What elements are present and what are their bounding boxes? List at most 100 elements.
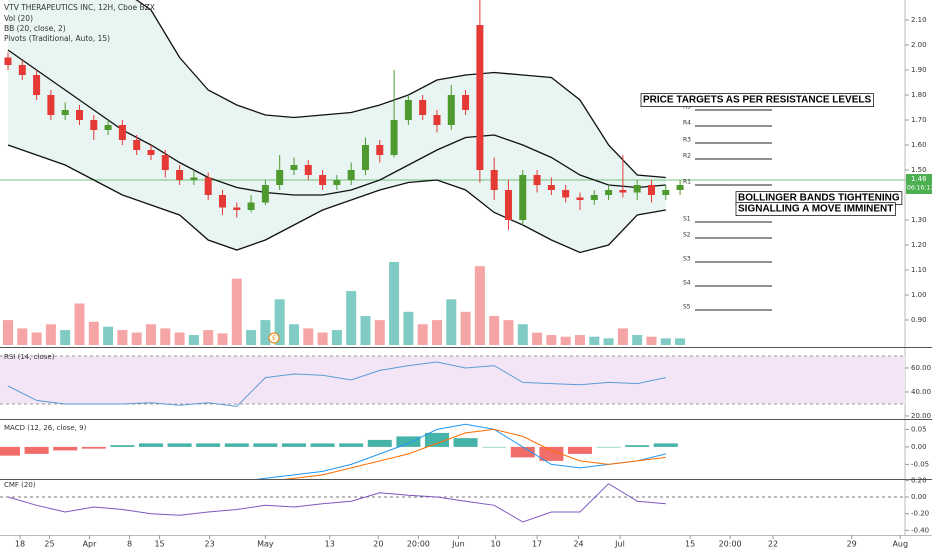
indicator-legend: Vol (20) bbox=[4, 14, 33, 23]
macd-histogram bbox=[339, 443, 364, 447]
x-tick-label: 20:00 bbox=[407, 540, 430, 549]
candle-body bbox=[133, 140, 141, 150]
macd-line bbox=[284, 428, 666, 479]
volume-bar bbox=[103, 326, 114, 345]
y-tick-label: 0.20 bbox=[911, 476, 927, 484]
y-tick-label: 0.90 bbox=[911, 316, 927, 324]
macd-histogram bbox=[110, 445, 135, 447]
volume-bar bbox=[131, 332, 142, 345]
earnings-marker bbox=[268, 332, 280, 344]
x-tick-label: May bbox=[257, 540, 274, 549]
y-tick-label: 1.00 bbox=[911, 291, 927, 299]
y-tick-label: -0.05 bbox=[911, 460, 929, 468]
macd-histogram bbox=[224, 443, 249, 447]
volume-bar bbox=[246, 330, 257, 345]
volume-bar bbox=[303, 328, 314, 345]
candle-body bbox=[47, 95, 55, 115]
volume-bar bbox=[174, 332, 185, 345]
candle-body bbox=[576, 197, 584, 200]
volume-bar bbox=[74, 303, 85, 345]
candle-body bbox=[261, 185, 269, 203]
annotation: SIGNALLING A MOVE IMMINENT bbox=[738, 204, 893, 215]
x-tick-label: 24 bbox=[573, 540, 583, 549]
y-tick-label: 2.00 bbox=[911, 41, 927, 49]
macd-histogram bbox=[253, 443, 278, 447]
candle-body bbox=[376, 145, 384, 155]
pivot-label: S1 bbox=[683, 216, 691, 223]
candle-body bbox=[347, 170, 355, 180]
volume-bar bbox=[217, 333, 228, 345]
volume-bar bbox=[574, 335, 585, 345]
pivot-label: R2 bbox=[683, 153, 691, 160]
volume-bar bbox=[617, 328, 628, 345]
y-tick-label: 60.00 bbox=[911, 364, 931, 372]
annotation-box bbox=[735, 202, 896, 216]
volume-bar bbox=[460, 311, 471, 345]
candle-body bbox=[504, 190, 512, 220]
candle-body bbox=[647, 185, 655, 195]
volume-bar bbox=[603, 338, 614, 345]
candle-body bbox=[662, 190, 670, 195]
pivot-label: R3 bbox=[683, 137, 691, 144]
candle-body bbox=[290, 165, 298, 170]
candle-body bbox=[361, 145, 369, 170]
pane bbox=[0, 0, 905, 345]
volume-bar bbox=[646, 336, 657, 345]
candle-body bbox=[519, 175, 527, 220]
candle-body bbox=[319, 175, 327, 185]
candle-body bbox=[33, 75, 41, 95]
volume-bar bbox=[446, 299, 457, 345]
x-tick-label: 13 bbox=[325, 540, 335, 549]
x-tick-label: Aug bbox=[892, 540, 908, 549]
volume-bar bbox=[31, 332, 42, 345]
candle-body bbox=[462, 95, 470, 110]
indicator-legend: Pivots (Traditional, Auto, 15) bbox=[4, 34, 110, 43]
x-tick-label: 22 bbox=[768, 540, 778, 549]
candle-body bbox=[419, 100, 427, 115]
volume-bar bbox=[260, 320, 271, 345]
macd-histogram bbox=[653, 443, 678, 447]
pane bbox=[0, 483, 905, 523]
candle-body bbox=[490, 170, 498, 190]
volume-bar bbox=[474, 266, 485, 345]
y-tick-label: -0.20 bbox=[911, 510, 929, 518]
x-tick-label: 15 bbox=[685, 540, 695, 549]
macd-histogram bbox=[24, 446, 49, 454]
macd-histogram bbox=[196, 443, 221, 447]
volume-bar bbox=[503, 320, 514, 345]
x-tick-label: 20:00 bbox=[719, 540, 742, 549]
chart-title: VTV THERAPEUTICS INC, 12H, Cboe BZX bbox=[4, 3, 155, 12]
annotation-box bbox=[640, 93, 874, 107]
volume-bar bbox=[517, 324, 528, 345]
y-tick-label: 1.10 bbox=[911, 266, 927, 274]
candle-body bbox=[476, 25, 484, 170]
macd-histogram bbox=[81, 446, 106, 449]
volume-bar bbox=[589, 336, 600, 345]
candle-body bbox=[619, 190, 627, 193]
volume-bar bbox=[660, 338, 671, 345]
y-tick-label: 1.70 bbox=[911, 116, 927, 124]
pivot-label: R4 bbox=[683, 120, 691, 127]
volume-bar bbox=[60, 330, 71, 345]
macd-histogram bbox=[0, 446, 20, 456]
y-tick-label: 2.10 bbox=[911, 16, 927, 24]
volume-bar bbox=[288, 324, 299, 345]
macd-histogram bbox=[53, 446, 78, 451]
volume-bar bbox=[88, 321, 99, 345]
x-tick-label: 8 bbox=[127, 540, 132, 549]
candle-body bbox=[233, 207, 241, 210]
candle-body bbox=[75, 110, 83, 120]
volume-bar bbox=[389, 262, 400, 345]
x-tick-label: 23 bbox=[205, 540, 215, 549]
volume-bar bbox=[203, 330, 214, 345]
volume-bar bbox=[360, 315, 371, 345]
last-price-label: 1.46 bbox=[911, 175, 927, 183]
candle-body bbox=[247, 202, 255, 210]
annotation: PRICE TARGETS AS PER RESISTANCE LEVELS bbox=[643, 95, 872, 106]
volume-bar bbox=[331, 330, 342, 345]
pivot-label: S5 bbox=[683, 304, 691, 311]
candle-body bbox=[633, 185, 641, 193]
volume-bar bbox=[2, 320, 13, 345]
candle-body bbox=[304, 165, 312, 175]
macd-histogram bbox=[138, 443, 163, 447]
